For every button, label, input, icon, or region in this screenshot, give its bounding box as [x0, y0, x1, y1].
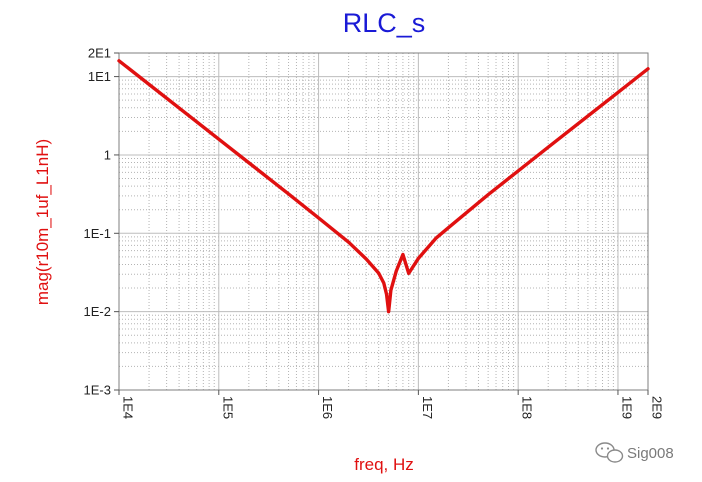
y-tick-label: 1E-2	[84, 304, 111, 319]
chart-title: RLC_s	[343, 8, 426, 38]
x-tick-label: 1E4	[121, 396, 136, 419]
x-tick-labels: 1E4 1E5 1E6 1E7 1E8 1E9 2E9	[118, 390, 665, 419]
grid	[119, 53, 648, 390]
y-tick-label: 2E1	[88, 46, 111, 61]
y-tick-label: 1E1	[88, 69, 111, 84]
x-tick-label: 1E8	[520, 396, 535, 419]
watermark: Sig008	[595, 442, 674, 463]
series-line	[117, 59, 650, 314]
x-tick-label: 1E5	[220, 396, 235, 419]
y-tick-label: 1	[104, 147, 111, 162]
y-tick-labels: 1E-3 1E-2 1E-1 1 1E1 2E1	[84, 46, 119, 398]
plot-frame	[118, 52, 649, 391]
x-tick-label: 2E9	[650, 396, 665, 419]
x-tick-label: 1E7	[420, 396, 435, 419]
watermark-text: Sig008	[627, 445, 674, 462]
y-tick-label: 1E-3	[84, 383, 111, 398]
x-axis-label: freq, Hz	[354, 455, 414, 474]
y-axis-label: mag(r10m_1uf_L1nH)	[33, 139, 52, 305]
x-tick-label: 1E9	[619, 396, 634, 419]
series-group	[117, 59, 650, 314]
x-tick-label: 1E6	[320, 396, 335, 419]
y-tick-label: 1E-1	[84, 226, 111, 241]
wechat-icon	[595, 442, 624, 463]
